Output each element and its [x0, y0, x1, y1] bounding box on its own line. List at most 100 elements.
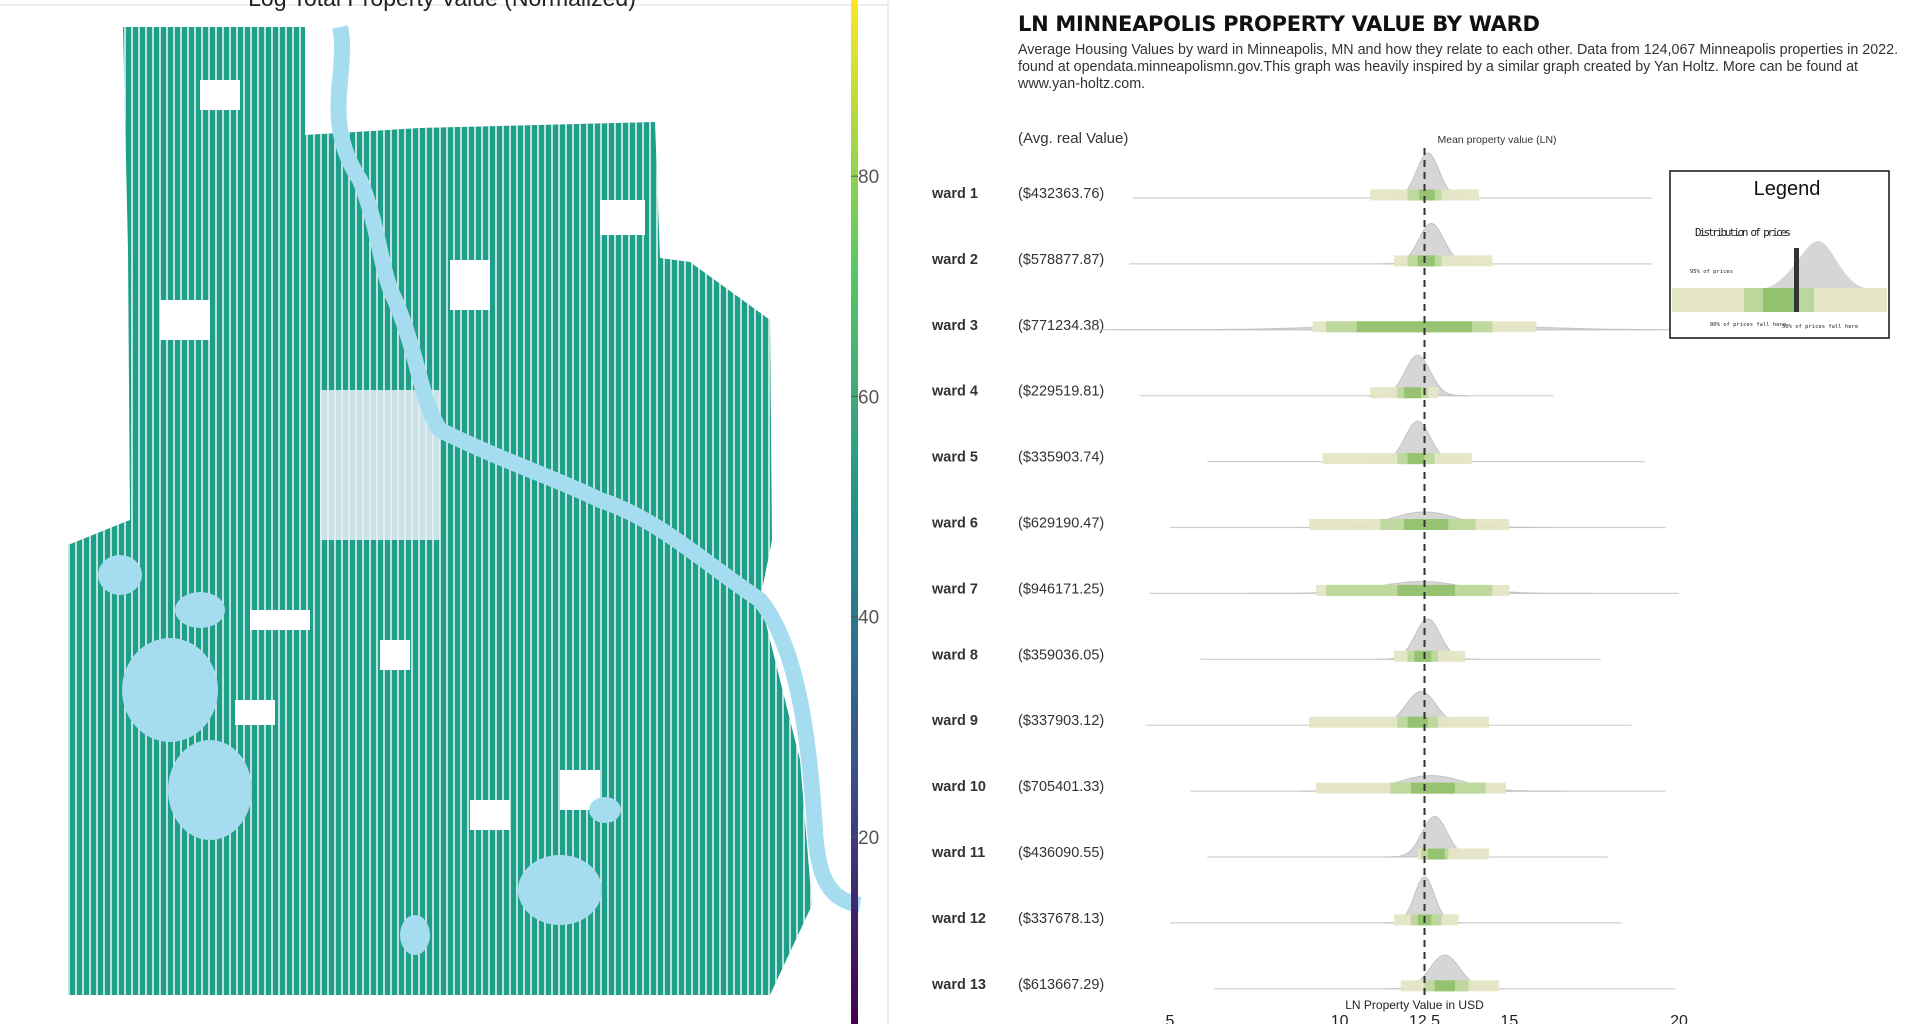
ward-label: ward 3: [931, 318, 978, 334]
legend-distribution: Distribution of prices: [1695, 226, 1791, 239]
open-space: [600, 200, 645, 235]
avg-value-label: ($946171.25): [1018, 581, 1104, 597]
p95-interval: [1393, 650, 1466, 662]
p50-interval: [1427, 848, 1445, 860]
x-axis-label: LN Property Value in USD: [1345, 998, 1484, 1012]
p50-interval: [1414, 650, 1432, 662]
x-tick-label: 12.5: [1409, 1013, 1440, 1024]
colorbar-tick-label: 20: [858, 828, 879, 849]
legend-p50-label: 50% of prices fall here: [1782, 324, 1858, 330]
p95-interval: [1400, 980, 1500, 992]
p95-interval: [1322, 453, 1473, 465]
chart-header: LN MINNEAPOLIS PROPERTY VALUE BY WARD Av…: [1018, 12, 1918, 93]
avg-value-label: ($337678.13): [1018, 911, 1104, 927]
colorbar: [851, 0, 858, 1024]
ward-label: ward 7: [931, 581, 978, 597]
p50-interval: [1356, 321, 1473, 333]
p50-interval: [1397, 584, 1456, 596]
legend-p50: [1763, 288, 1799, 312]
p80-interval: [1397, 716, 1439, 728]
legend-p80-label: 80% of prices fall here: [1710, 322, 1786, 328]
colorbar-tick-label: 80: [858, 167, 879, 188]
lake: [98, 555, 142, 595]
avg-value-label: ($578877.87): [1018, 252, 1104, 268]
open-space: [200, 80, 240, 110]
p95-interval: [1309, 519, 1510, 530]
chart-title: LN MINNEAPOLIS PROPERTY VALUE BY WARD: [1018, 12, 1540, 36]
p80-interval: [1410, 914, 1442, 926]
p80-interval: [1407, 255, 1442, 267]
legend-mean: [1794, 248, 1799, 312]
p50-interval: [1417, 914, 1432, 926]
p80-interval: [1326, 584, 1493, 596]
map-panel: Log Total Property Value (Normalized) 20…: [0, 0, 890, 1024]
open-space: [470, 800, 510, 830]
p95-interval: [1370, 387, 1439, 399]
p80-interval: [1407, 650, 1439, 662]
colorbar-tick-label: 60: [858, 387, 879, 408]
p50-interval: [1404, 519, 1449, 530]
density: [1360, 691, 1482, 726]
density: [1250, 581, 1592, 594]
avg-value-label: ($629190.47): [1018, 516, 1104, 532]
density: [1382, 152, 1474, 199]
p95-interval: [1417, 848, 1489, 860]
avg-value-label: ($229519.81): [1018, 384, 1104, 400]
avg-value-label: ($432363.76): [1018, 186, 1104, 202]
mean-annotation: Mean property value (LN): [1438, 134, 1557, 146]
density: [1367, 420, 1468, 463]
lake: [122, 638, 218, 742]
density: [1293, 511, 1556, 528]
x-tick-label: 15: [1500, 1013, 1518, 1024]
p80-interval: [1424, 980, 1469, 992]
ward-label: ward 8: [931, 647, 978, 663]
ward-label: ward 6: [931, 516, 978, 532]
p95-interval: [1315, 584, 1510, 596]
p50-interval: [1434, 980, 1456, 992]
ward-label: ward 1: [931, 186, 978, 202]
ward-label: ward 9: [931, 713, 978, 729]
avg-value-label: ($359036.05): [1018, 647, 1104, 663]
open-space: [160, 300, 210, 340]
p80-interval: [1407, 189, 1442, 201]
x-tick-label: 20: [1670, 1013, 1688, 1024]
lake: [168, 740, 252, 840]
p95-interval: [1312, 321, 1537, 333]
legend-title: Legend: [1754, 178, 1821, 200]
legend-p95-label: 95% of prices: [1690, 269, 1733, 275]
p80-interval: [1326, 321, 1493, 333]
colorbar-tick-label: 40: [858, 608, 879, 629]
density: [1300, 774, 1562, 792]
ward-label: ward 12: [931, 911, 986, 927]
density: [1367, 354, 1468, 397]
avg-value-label: ($335903.74): [1018, 450, 1104, 466]
lake: [400, 915, 430, 955]
p80-interval: [1421, 848, 1449, 860]
p95-interval: [1315, 782, 1506, 794]
density: [1384, 815, 1485, 858]
p95-interval: [1393, 255, 1493, 267]
density: [1086, 323, 1770, 331]
legend-p95: [1672, 288, 1887, 312]
p80-interval: [1397, 387, 1428, 399]
density: [1381, 222, 1482, 265]
p50-interval: [1417, 255, 1435, 267]
p80-interval: [1397, 453, 1435, 465]
p80-interval: [1380, 519, 1476, 530]
lake: [518, 855, 602, 925]
p80-interval: [1390, 782, 1486, 794]
ward-label: ward 11: [931, 845, 985, 861]
river: [330, 25, 862, 913]
lake: [589, 797, 621, 823]
p95-interval: [1370, 189, 1479, 201]
p95-interval: [1393, 914, 1459, 926]
x-tick-label: 10: [1331, 1013, 1349, 1024]
ward-label: ward 13: [931, 977, 986, 993]
ward-label: ward 4: [931, 384, 978, 400]
legend-box: [1669, 170, 1890, 339]
ward-label: ward 5: [931, 450, 978, 466]
p50-interval: [1404, 387, 1422, 399]
p95-interval: [1309, 716, 1489, 728]
open-space: [250, 610, 310, 630]
